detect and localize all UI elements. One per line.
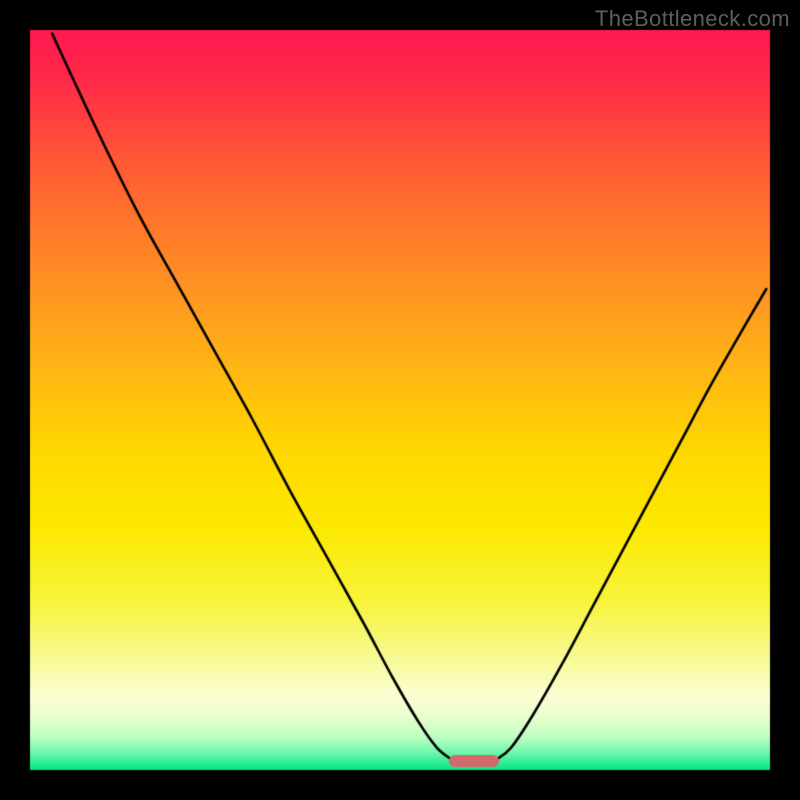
bottleneck-chart <box>0 0 800 800</box>
